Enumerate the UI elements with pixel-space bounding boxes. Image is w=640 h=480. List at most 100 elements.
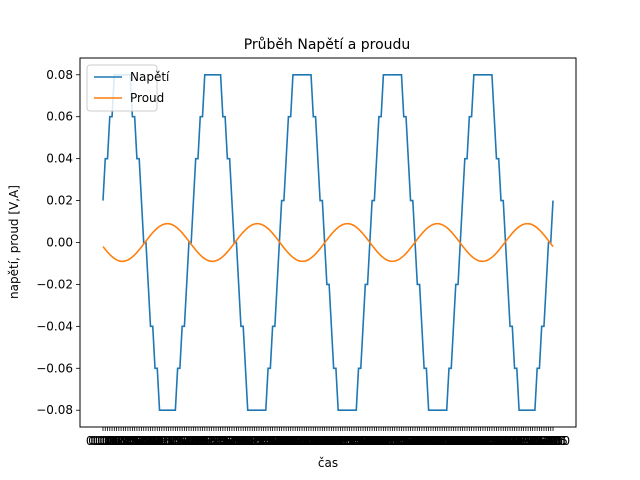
x-tick-label: 0.065 [115,434,149,448]
x-tick-label: 0.799 [445,434,479,448]
x-tick-label: 0.693 [398,434,432,448]
x-tick-label: 0.226 [188,434,222,448]
x-tick-label: 0.457 [292,434,326,448]
x-tick-label: 0.899 [491,434,525,448]
x-tick-label: 0.719 [409,434,443,448]
x-tick-label: 0.050 [108,434,142,448]
y-tick-label: −0.08 [36,403,73,417]
x-tick-label: 0.266 [206,434,240,448]
x-tick-label: 0.342 [240,434,274,448]
x-tick-label: 0.779 [436,434,470,448]
legend-entry-label: Proud [130,91,164,105]
x-tick-label: 0.749 [423,434,457,448]
x-tick-label: 0.055 [111,434,145,448]
x-tick-label: 0.432 [280,434,314,448]
x-tick-label: 0.437 [283,434,317,448]
x-tick-label: 0.709 [405,434,439,448]
x-tick-label: 0.291 [217,434,251,448]
x-tick-label: 0.688 [396,434,430,448]
x-tick-label: 0.633 [371,434,405,448]
x-tick-label: 0.131 [145,434,179,448]
x-tick-label: 0.925 [502,434,536,448]
x-tick-label: 0.070 [117,434,151,448]
x-tick-label: 0.839 [463,434,497,448]
x-tick-label: 0.884 [484,434,518,448]
x-tick-label: 0.296 [219,434,253,448]
x-tick-label: 0.397 [264,434,298,448]
chart-title: Průběh Napětí a proudu [244,37,411,53]
x-tick-label: 0.095 [129,434,163,448]
x-tick-label: 0.020 [95,434,129,448]
x-tick-label: 0.206 [179,434,213,448]
x-tick-label: 0.482 [303,434,337,448]
x-tick-label: 0.513 [316,434,350,448]
x-tick-label: 0.141 [149,434,183,448]
x-tick-label: 0.045 [106,434,140,448]
x-tick-label: 0.231 [190,434,224,448]
y-tick-label: −0.04 [36,319,73,333]
x-tick-label: 0.648 [378,434,412,448]
x-tick-label: 0.794 [443,434,477,448]
x-tick-label: 0.040 [104,434,138,448]
x-tick-label: 0.156 [156,434,190,448]
x-tick-label: 0.352 [244,434,278,448]
x-tick-label: 0.221 [185,434,219,448]
x-tick-label: 0.668 [387,434,421,448]
x-tick-label: 0.186 [169,434,203,448]
x-tick-label: 0.387 [260,434,294,448]
x-tick-label: 0.608 [359,434,393,448]
x-tick-label: 0.166 [160,434,194,448]
x-tick-label: 0.060 [113,434,147,448]
x-tick-label: 0.151 [154,434,188,448]
x-tick-label: 0.558 [337,434,371,448]
x-tick-label: 0.251 [199,434,233,448]
x-tick-label: 0.769 [432,434,466,448]
x-tick-label: 0.236 [192,434,226,448]
x-tick-label: 0.312 [226,434,260,448]
x-tick-label: 0.714 [407,434,441,448]
x-tick-label: 0.462 [294,434,328,448]
x-tick-label: 0.010 [90,434,124,448]
x-tick-label: 0.568 [341,434,375,448]
x-tick-label: 0.960 [518,434,552,448]
x-tick-label: 0.673 [389,434,423,448]
x-tick-label: 0.910 [495,434,529,448]
x-tick-label: 0.764 [430,434,464,448]
x-tick-label: 0.281 [212,434,246,448]
y-tick-label: 0.04 [46,152,73,166]
x-tick-label: 0.874 [479,434,513,448]
x-tick-label: 0.970 [522,434,556,448]
x-tick-label: 0.080 [122,434,156,448]
x-tick-label: 0.990 [531,434,565,448]
x-tick-label: 0.191 [172,434,206,448]
plot-area-frame [79,57,577,428]
x-tick-label: 0.915 [497,434,531,448]
x-tick-label: 0.181 [167,434,201,448]
x-tick-label: 1.000 [536,434,570,448]
x-tick-label: 0.814 [452,434,486,448]
x-tick-label: 0.995 [534,434,568,448]
x-tick-label: 0.422 [276,434,310,448]
x-tick-label: 0.487 [305,434,339,448]
x-tick-label: 0.784 [439,434,473,448]
x-tick-label: 0.724 [411,434,445,448]
x-tick-label: 0.101 [131,434,165,448]
x-tick-label: 0.307 [224,434,258,448]
x-tick-label: 0.854 [470,434,504,448]
x-tick-label: 0.126 [142,434,176,448]
x-tick-label: 0.834 [461,434,495,448]
x-tick-label: 0.106 [133,434,167,448]
x-tick-label: 0.392 [262,434,296,448]
x-tick-label: 0.216 [183,434,217,448]
x-tick-label: 0.824 [457,434,491,448]
x-tick-label: 0.271 [208,434,242,448]
x-tick-label: 0.472 [298,434,332,448]
x-tick-label: 0.005 [88,434,122,448]
x-tick-label: 0.171 [163,434,197,448]
x-tick-label: 0.869 [477,434,511,448]
x-tick-label: 0.332 [235,434,269,448]
x-tick-label: 0.698 [400,434,434,448]
x-tick-label: 0.563 [339,434,373,448]
x-tick-label: 0.447 [287,434,321,448]
